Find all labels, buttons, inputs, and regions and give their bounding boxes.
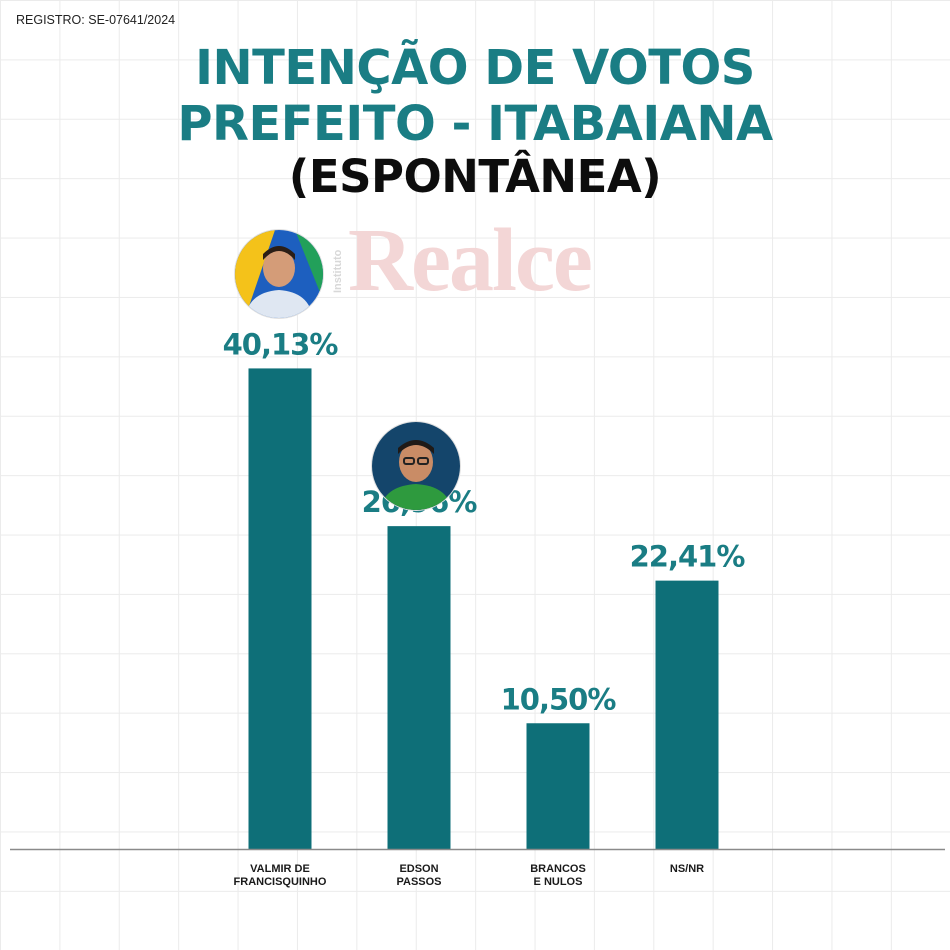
bar-value-label: 22,41% xyxy=(630,540,746,574)
watermark-brand: Realce xyxy=(348,211,593,310)
bar xyxy=(526,723,590,849)
candidate-1-photo-icon xyxy=(235,230,323,318)
category-tick-label: EDSON xyxy=(399,863,438,875)
bar xyxy=(655,580,719,849)
registration-number: REGISTRO: SE-07641/2024 xyxy=(16,13,176,27)
category-tick-label: NS/NR xyxy=(670,863,704,875)
category-tick-label: FRANCISQUINHO xyxy=(234,876,327,888)
chart-title-line1: INTENÇÃO DE VOTOS xyxy=(195,40,755,96)
category-tick-label: BRANCOS xyxy=(530,863,586,875)
realce-watermark: Instituto Realce xyxy=(328,216,628,314)
category-tick-label: VALMIR DE xyxy=(250,863,310,875)
bar-value-label: 10,50% xyxy=(501,682,617,716)
bar-value-label: 40,13% xyxy=(223,327,339,361)
bar xyxy=(248,368,312,849)
chart-title-line3: (ESPONTÂNEA) xyxy=(288,150,662,203)
chart-title-line2: PREFEITO - ITABAIANA xyxy=(177,96,773,152)
category-tick-label: E NULOS xyxy=(534,876,583,888)
bar xyxy=(387,526,451,849)
category-tick-label: PASSOS xyxy=(396,876,441,888)
candidate-2-photo-icon xyxy=(372,422,460,510)
